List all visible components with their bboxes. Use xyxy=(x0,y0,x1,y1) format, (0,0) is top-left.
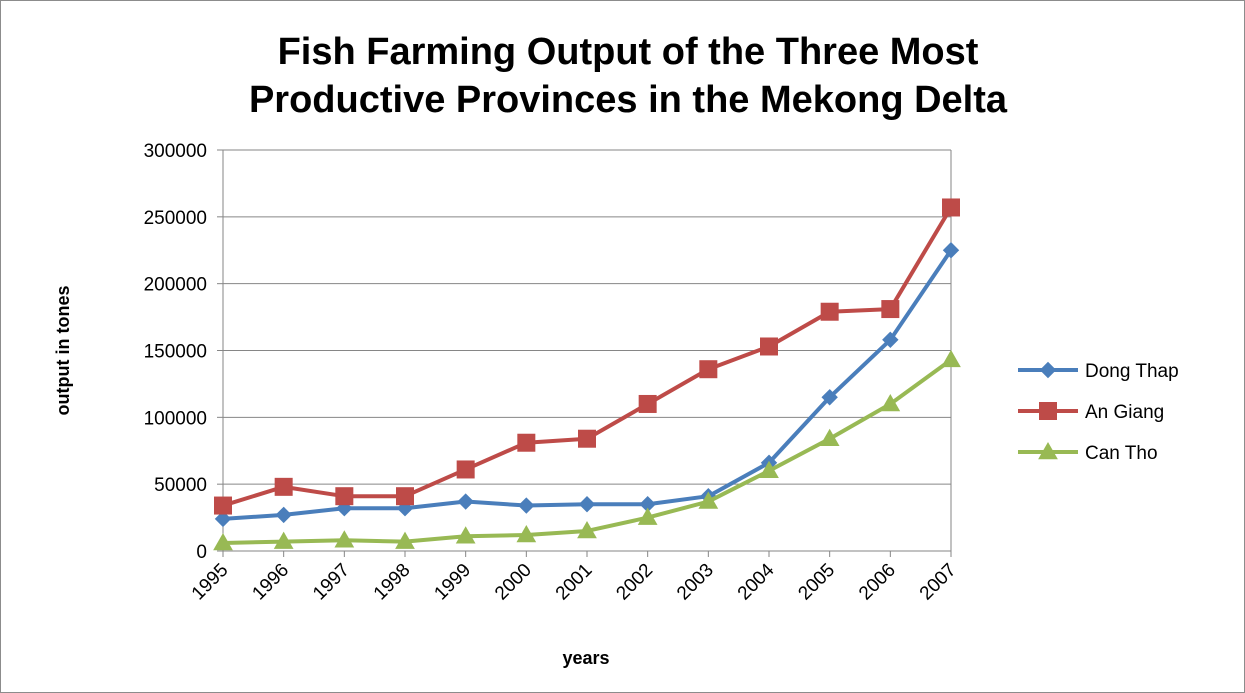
x-tick-label: 2007 xyxy=(916,560,961,605)
y-tick-label: 100000 xyxy=(144,408,207,429)
x-tick-label: 1997 xyxy=(309,560,354,605)
x-tick-label: 1996 xyxy=(248,560,293,605)
x-tick-label: 1995 xyxy=(188,560,233,605)
y-tick-label: 250000 xyxy=(144,208,207,229)
x-tick-label: 2005 xyxy=(794,560,839,605)
data-point-can-tho xyxy=(577,520,597,539)
x-tick-label: 2002 xyxy=(612,560,657,605)
y-tick-label: 200000 xyxy=(144,275,207,296)
x-tick-label: 2006 xyxy=(855,560,900,605)
legend-item-an-giang: An Giang xyxy=(1018,402,1164,423)
data-point-can-tho xyxy=(819,428,840,446)
legend-label: Can Tho xyxy=(1085,443,1158,464)
legend-item-can-tho: Can Tho xyxy=(1018,441,1158,464)
chart-title: Fish Farming Output of the Three Most Pr… xyxy=(249,31,1008,121)
data-point-an-giang xyxy=(517,433,536,452)
data-point-dong-thap xyxy=(518,497,535,514)
data-point-can-tho xyxy=(941,349,961,368)
data-point-an-giang xyxy=(274,477,293,496)
data-point-an-giang xyxy=(820,302,839,321)
data-point-dong-thap xyxy=(457,493,474,510)
data-point-an-giang xyxy=(881,300,900,319)
x-tick-label: 2000 xyxy=(491,560,536,605)
data-point-an-giang xyxy=(699,360,718,379)
x-tick-label: 2003 xyxy=(673,560,718,605)
series-can-tho xyxy=(213,349,961,551)
data-point-can-tho xyxy=(880,393,901,412)
legend-marker-can-tho xyxy=(1038,441,1058,460)
series-an-giang xyxy=(214,198,960,515)
data-point-an-giang xyxy=(456,460,475,479)
data-point-can-tho xyxy=(213,532,233,551)
x-tick-label: 1999 xyxy=(430,560,475,605)
series-lines xyxy=(213,198,961,551)
data-point-dong-thap xyxy=(821,389,838,406)
data-point-can-tho xyxy=(455,526,476,544)
data-point-can-tho xyxy=(759,460,779,479)
y-tick-label: 150000 xyxy=(144,342,207,363)
y-axis-title: output in tones xyxy=(53,286,73,416)
chart-title-line-1: Fish Farming Output of the Three Most xyxy=(278,31,979,73)
series-line-dong-thap xyxy=(222,249,953,521)
data-point-an-giang xyxy=(638,394,657,413)
data-point-can-tho xyxy=(273,531,294,549)
x-tick-labels: 1995 1996 1997 1998 1999 2000 2001 2002 2003 2004… xyxy=(188,551,961,604)
series-line-an-giang xyxy=(222,206,953,508)
data-point-can-tho xyxy=(334,530,355,548)
legend-label: An Giang xyxy=(1085,402,1164,423)
legend-label: Dong Thap xyxy=(1085,361,1179,382)
data-point-dong-thap xyxy=(275,506,292,524)
y-tick-labels: 0 50000 100000 150000 200000 250000 300000 xyxy=(144,141,207,563)
chart-title-line-2: Productive Provinces in the Mekong Delta xyxy=(249,79,1008,121)
gridlines xyxy=(217,149,951,552)
x-tick-label: 1998 xyxy=(370,560,415,605)
data-point-can-tho xyxy=(698,491,719,509)
data-point-dong-thap xyxy=(578,496,596,513)
data-point-dong-thap xyxy=(882,331,899,349)
data-point-an-giang xyxy=(942,198,960,217)
legend-marker-dong-thap xyxy=(1039,361,1057,379)
data-point-an-giang xyxy=(760,337,778,356)
legend: Dong Thap An Giang Can Tho xyxy=(1018,361,1179,464)
legend-item-dong-thap: Dong Thap xyxy=(1018,361,1179,382)
data-point-dong-thap xyxy=(214,510,232,528)
data-point-an-giang xyxy=(396,487,414,506)
legend-marker-an-giang xyxy=(1039,402,1057,420)
y-tick-label: 300000 xyxy=(144,141,207,162)
data-point-can-tho xyxy=(395,531,415,549)
x-tick-label: 2001 xyxy=(552,560,597,605)
data-point-an-giang xyxy=(214,496,232,515)
y-tick-label: 50000 xyxy=(154,475,207,496)
data-point-an-giang xyxy=(335,487,354,506)
y-tick-label: 0 xyxy=(196,542,207,563)
x-axis-title: years xyxy=(562,648,609,668)
data-point-dong-thap xyxy=(942,242,960,259)
data-point-can-tho xyxy=(516,524,537,543)
data-point-can-tho xyxy=(637,507,658,525)
data-point-an-giang xyxy=(578,429,596,448)
x-tick-label: 2004 xyxy=(734,559,779,604)
